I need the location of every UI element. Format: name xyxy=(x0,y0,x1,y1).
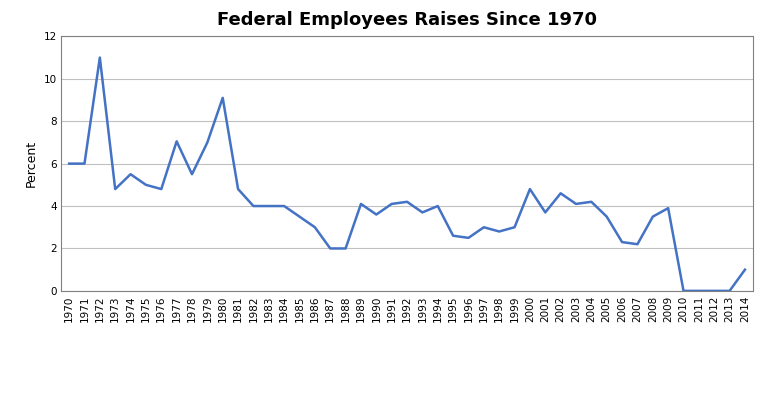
Title: Federal Employees Raises Since 1970: Federal Employees Raises Since 1970 xyxy=(217,11,597,29)
Y-axis label: Percent: Percent xyxy=(25,140,38,187)
